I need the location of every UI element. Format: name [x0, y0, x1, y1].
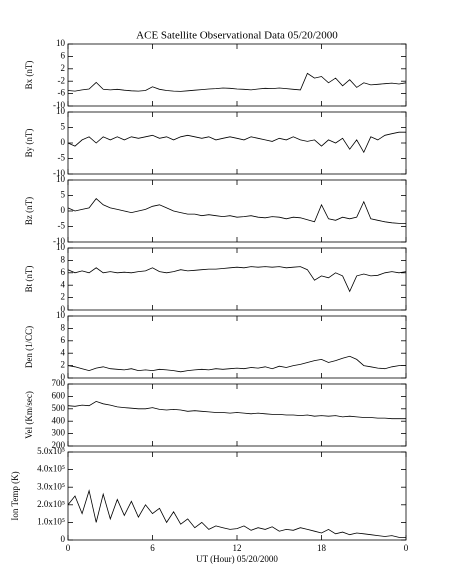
y-tick-label: 6 [61, 50, 66, 60]
data-line [67, 131, 406, 154]
y-tick-label: 0 [61, 137, 66, 147]
panel-frame [67, 111, 407, 175]
y-tick-label: 8 [61, 254, 66, 264]
y-tick-label: 2 [61, 63, 66, 73]
panel-frame [67, 315, 407, 379]
y-tick-label: 300 [52, 428, 66, 438]
data-line [67, 400, 406, 420]
y-tick-label: 200 [52, 440, 66, 450]
y-tick-label: 4.0x10⁵ [37, 464, 65, 474]
y-tick-label: -5 [58, 221, 66, 231]
y-tick-label: -6 [58, 88, 66, 98]
y-tick-label: 6 [61, 267, 66, 277]
panel-frame [67, 383, 407, 447]
y-tick-label: 4 [61, 347, 66, 357]
y-tick-label: -10 [53, 168, 65, 178]
x-axis-label: UT (Hour) 05/20/2000 [196, 554, 278, 564]
y-tick-label: 3.0x10⁵ [37, 481, 65, 491]
x-tick-label: 12 [233, 543, 242, 553]
y-tick-label: -5 [58, 153, 66, 163]
y-tick-label: 10 [56, 106, 66, 116]
y-tick-label: 700 [52, 378, 66, 388]
y-tick-label: 400 [52, 415, 66, 425]
y-axis-label: Den (1/CC) [24, 326, 34, 368]
y-tick-label: 10 [56, 38, 66, 48]
y-axis-label: Vel (Km/sec) [24, 391, 34, 439]
y-tick-label: 6 [61, 335, 66, 345]
y-tick-label: 10 [56, 174, 66, 184]
y-tick-label: 0 [61, 534, 66, 544]
y-tick-label: 600 [52, 390, 66, 400]
y-tick-label: -10 [53, 100, 65, 110]
y-tick-label: 0 [61, 304, 66, 314]
y-tick-label: 1.0x10⁵ [37, 516, 65, 526]
y-axis-label: Bt (nT) [24, 266, 34, 293]
panel-frame [67, 43, 407, 107]
panel-frame [67, 179, 407, 243]
chart-title: ACE Satellite Observational Data 05/20/2… [136, 30, 338, 42]
y-axis-label: By (nT) [24, 129, 34, 158]
y-tick-label: 0 [61, 372, 66, 382]
y-tick-label: 10 [56, 242, 66, 252]
y-tick-label: 5 [61, 190, 66, 200]
data-line [67, 72, 407, 92]
y-tick-label: 5 [61, 122, 66, 132]
y-tick-label: -2 [58, 75, 66, 85]
data-line [67, 198, 406, 224]
y-tick-label: 4 [61, 279, 66, 289]
x-tick-label: 18 [317, 543, 327, 553]
x-tick-label: 0 [66, 543, 71, 553]
y-tick-label: 2.0x10⁵ [37, 499, 65, 509]
y-tick-label: 2 [61, 292, 66, 302]
y-tick-label: 8 [61, 322, 66, 332]
data-line [67, 266, 407, 293]
y-tick-label: -10 [53, 236, 65, 246]
y-axis-label: Ion Temp (K) [10, 471, 20, 520]
y-tick-label: 2 [61, 360, 66, 370]
y-tick-label: 500 [52, 403, 66, 413]
y-axis-label: Bz (nT) [24, 197, 34, 225]
data-line [67, 355, 406, 373]
x-tick-label: 6 [150, 543, 155, 553]
y-axis-label: Bx (nT) [24, 61, 34, 90]
y-tick-label: 10 [56, 310, 66, 320]
panel-frame [67, 451, 407, 541]
data-line [67, 489, 406, 538]
y-tick-label: 0 [61, 205, 66, 215]
y-tick-label: 5.0x10⁵ [37, 446, 65, 456]
x-tick-label: 0 [404, 543, 409, 553]
